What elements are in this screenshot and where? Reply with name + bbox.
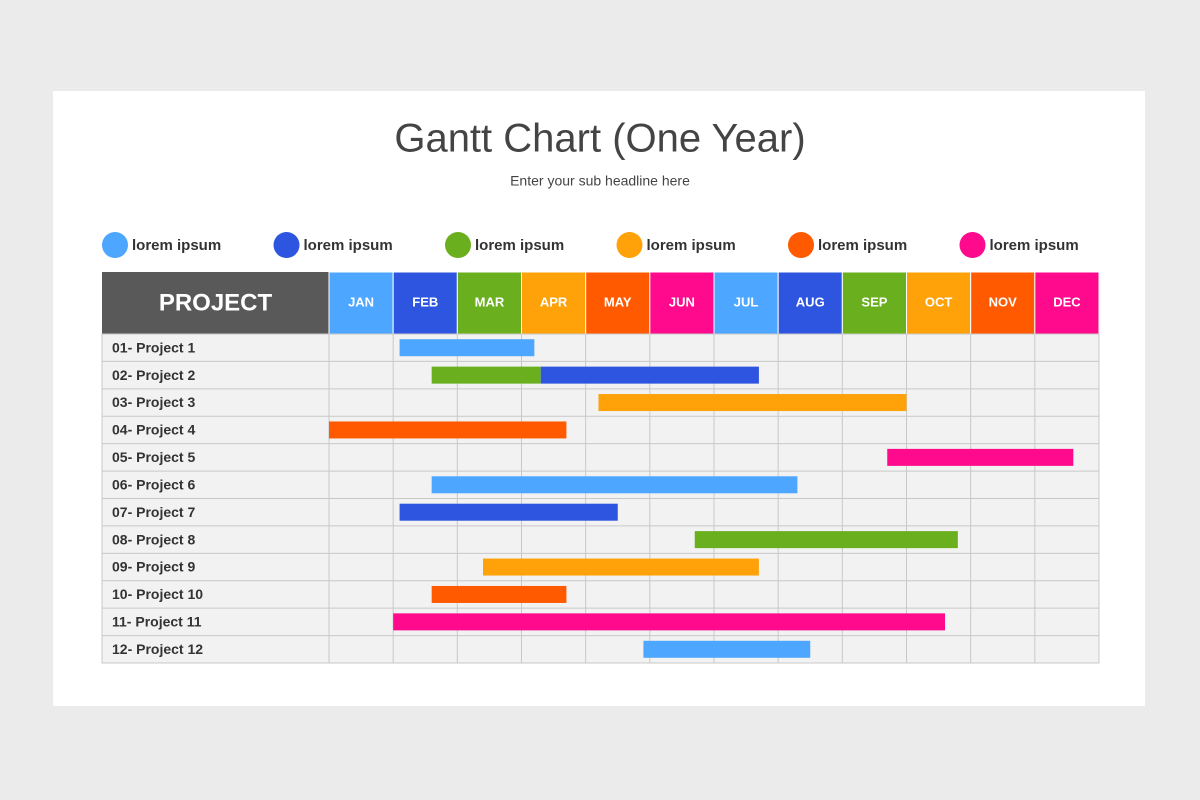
task-bar: [598, 394, 907, 412]
month-label: JUN: [669, 294, 695, 309]
legend-swatch: [445, 232, 471, 258]
task-label: 02- Project 2: [112, 367, 195, 383]
legend-label: lorem ipsum: [818, 237, 907, 254]
task-label: 09- Project 9: [112, 559, 195, 575]
month-label: JAN: [348, 294, 374, 309]
task-label: 06- Project 6: [112, 476, 195, 492]
month-label: OCT: [925, 294, 953, 309]
task-label: 08- Project 8: [112, 531, 195, 547]
month-label: AUG: [796, 294, 825, 309]
month-label: JUL: [734, 294, 759, 309]
task-bar: [694, 531, 958, 549]
task-bar: [329, 421, 567, 439]
task-bar: [887, 448, 1074, 466]
task-label: 12- Project 12: [112, 641, 203, 657]
task-bar: [393, 613, 946, 631]
month-header: [841, 271, 907, 335]
task-bar: [399, 503, 618, 521]
task-bar: [431, 585, 567, 603]
header-cell: [102, 272, 329, 334]
month-header: [906, 271, 972, 335]
task-label: 07- Project 7: [112, 504, 195, 520]
month-label: SEP: [861, 294, 887, 309]
task-label: 01- Project 1: [112, 339, 195, 355]
month-label: FEB: [412, 294, 438, 309]
task-bar: [643, 640, 811, 658]
month-label: APR: [540, 294, 568, 309]
legend-label: lorem ipsum: [647, 237, 736, 254]
legend-swatch: [273, 232, 300, 258]
month-header: [777, 271, 843, 335]
legend-swatch: [959, 232, 986, 258]
task-bar: [431, 366, 541, 384]
month-header: [713, 271, 779, 335]
task-bar: [483, 558, 759, 576]
header-label: PROJECT: [159, 289, 273, 316]
task-label: 05- Project 5: [112, 449, 195, 465]
month-label: DEC: [1053, 294, 1081, 309]
month-header: [1034, 271, 1100, 335]
legend-label: lorem ipsum: [475, 237, 564, 254]
legend-swatch: [616, 232, 643, 258]
task-label: 10- Project 10: [112, 586, 203, 602]
chart-subtitle: Enter your sub headline here: [510, 173, 690, 189]
legend-swatch: [788, 232, 814, 258]
legend-label: lorem ipsum: [304, 237, 393, 254]
chart-title: Gantt Chart (One Year): [394, 117, 805, 161]
task-bar: [540, 366, 759, 384]
task-bar: [431, 476, 798, 494]
task-label: 03- Project 3: [112, 394, 195, 410]
month-label: NOV: [989, 294, 1018, 309]
legend-swatch: [102, 232, 128, 258]
legend-label: lorem ipsum: [132, 237, 221, 254]
month-header: [970, 271, 1036, 335]
month-header: [649, 271, 715, 335]
legend-label: lorem ipsum: [990, 237, 1079, 254]
task-label: 04- Project 4: [112, 422, 195, 438]
month-label: MAR: [475, 294, 505, 309]
task-bar: [399, 339, 535, 357]
task-label: 11- Project 11: [112, 614, 202, 630]
month-label: MAY: [604, 294, 632, 309]
